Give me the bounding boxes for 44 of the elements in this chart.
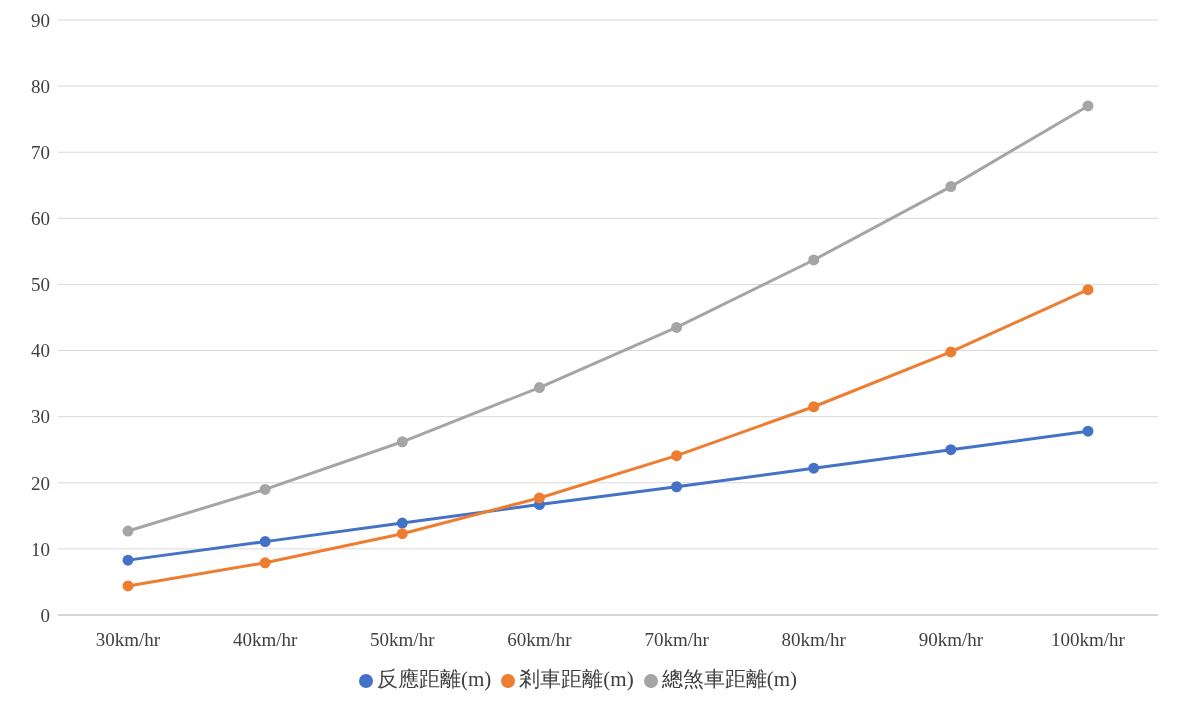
y-tick-label: 80 — [31, 75, 50, 97]
x-tick-label: 90km/hr — [918, 629, 984, 651]
point — [396, 528, 408, 540]
legend-label: 總煞車距離(m) — [661, 667, 797, 691]
point — [396, 436, 408, 448]
point — [945, 181, 957, 193]
point — [533, 492, 545, 504]
x-tick-label: 100km/hr — [1051, 629, 1126, 651]
y-tick-label: 60 — [31, 208, 50, 230]
point — [259, 483, 271, 495]
point — [122, 554, 134, 566]
point — [945, 346, 957, 358]
point — [808, 254, 820, 266]
point — [122, 580, 134, 592]
legend-label: 反應距離(m) — [377, 667, 492, 691]
legend-label: 剎車距離(m) — [519, 667, 634, 691]
y-tick-label: 30 — [31, 406, 50, 428]
point — [1082, 425, 1094, 437]
x-tick-label: 50km/hr — [370, 629, 436, 651]
x-tick-label: 30km/hr — [95, 629, 161, 651]
y-tick-label: 70 — [31, 141, 50, 163]
y-tick-label: 50 — [31, 274, 50, 296]
point — [671, 481, 683, 493]
y-tick-label: 40 — [31, 340, 50, 362]
x-tick-label: 40km/hr — [232, 629, 299, 651]
x-tick-label: 70km/hr — [644, 629, 710, 651]
point — [671, 321, 683, 333]
y-tick-label: 0 — [40, 604, 50, 626]
point — [259, 557, 271, 569]
point — [122, 525, 134, 537]
x-tick-label: 60km/hr — [507, 629, 573, 651]
y-tick-label: 20 — [31, 472, 50, 494]
point — [533, 382, 545, 394]
y-tick-label: 10 — [31, 538, 50, 560]
point — [259, 536, 271, 548]
point — [945, 444, 957, 456]
point — [1082, 100, 1094, 112]
point — [808, 462, 820, 474]
point — [1082, 284, 1094, 296]
point — [396, 517, 408, 529]
point — [671, 450, 683, 462]
y-tick-label: 90 — [31, 9, 50, 31]
x-tick-label: 80km/hr — [781, 629, 847, 651]
point — [808, 401, 820, 413]
